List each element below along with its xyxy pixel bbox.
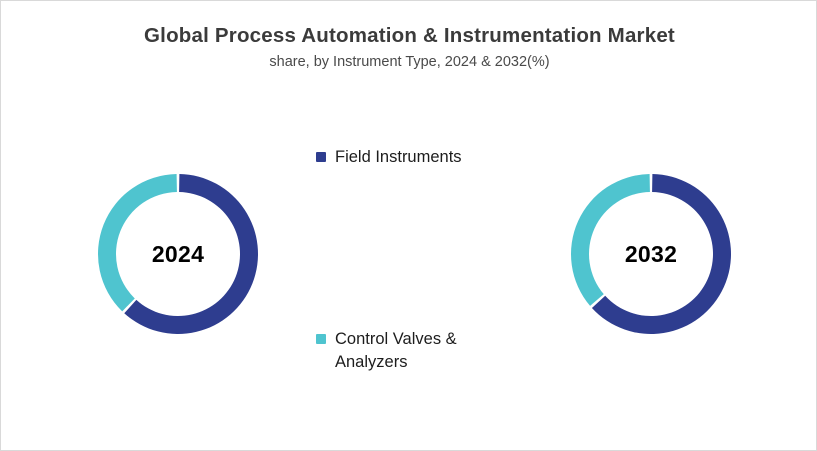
donut-2032-slices bbox=[571, 174, 731, 334]
donut-2032-svg bbox=[571, 174, 731, 334]
donut-chart-2024: 2024 bbox=[90, 166, 266, 342]
donut-slice[interactable] bbox=[124, 174, 258, 334]
donut-slice[interactable] bbox=[591, 174, 731, 334]
legend-item-label: Field Instruments bbox=[335, 148, 462, 166]
donut-slice[interactable] bbox=[98, 174, 177, 312]
square-marker-icon bbox=[316, 334, 326, 344]
square-marker-icon bbox=[316, 152, 326, 162]
chart-subtitle: share, by Instrument Type, 2024 & 2032(%… bbox=[269, 54, 550, 70]
donut-chart-2032: 2032 bbox=[563, 166, 739, 342]
donut-2024-slices bbox=[98, 174, 258, 334]
donut-slice[interactable] bbox=[571, 174, 650, 306]
donut-2024-svg bbox=[98, 174, 258, 334]
page-title: Global Process Automation & Instrumentat… bbox=[144, 24, 675, 47]
legend-item-control-valves-analyzers[interactable]: Control Valves & Analyzers bbox=[316, 328, 495, 374]
legend-item-field-instruments[interactable]: Field Instruments bbox=[316, 146, 462, 169]
title-block: Global Process Automation & Instrumentat… bbox=[1, 23, 816, 72]
legend-item-label: Control Valves & Analyzers bbox=[335, 330, 457, 371]
